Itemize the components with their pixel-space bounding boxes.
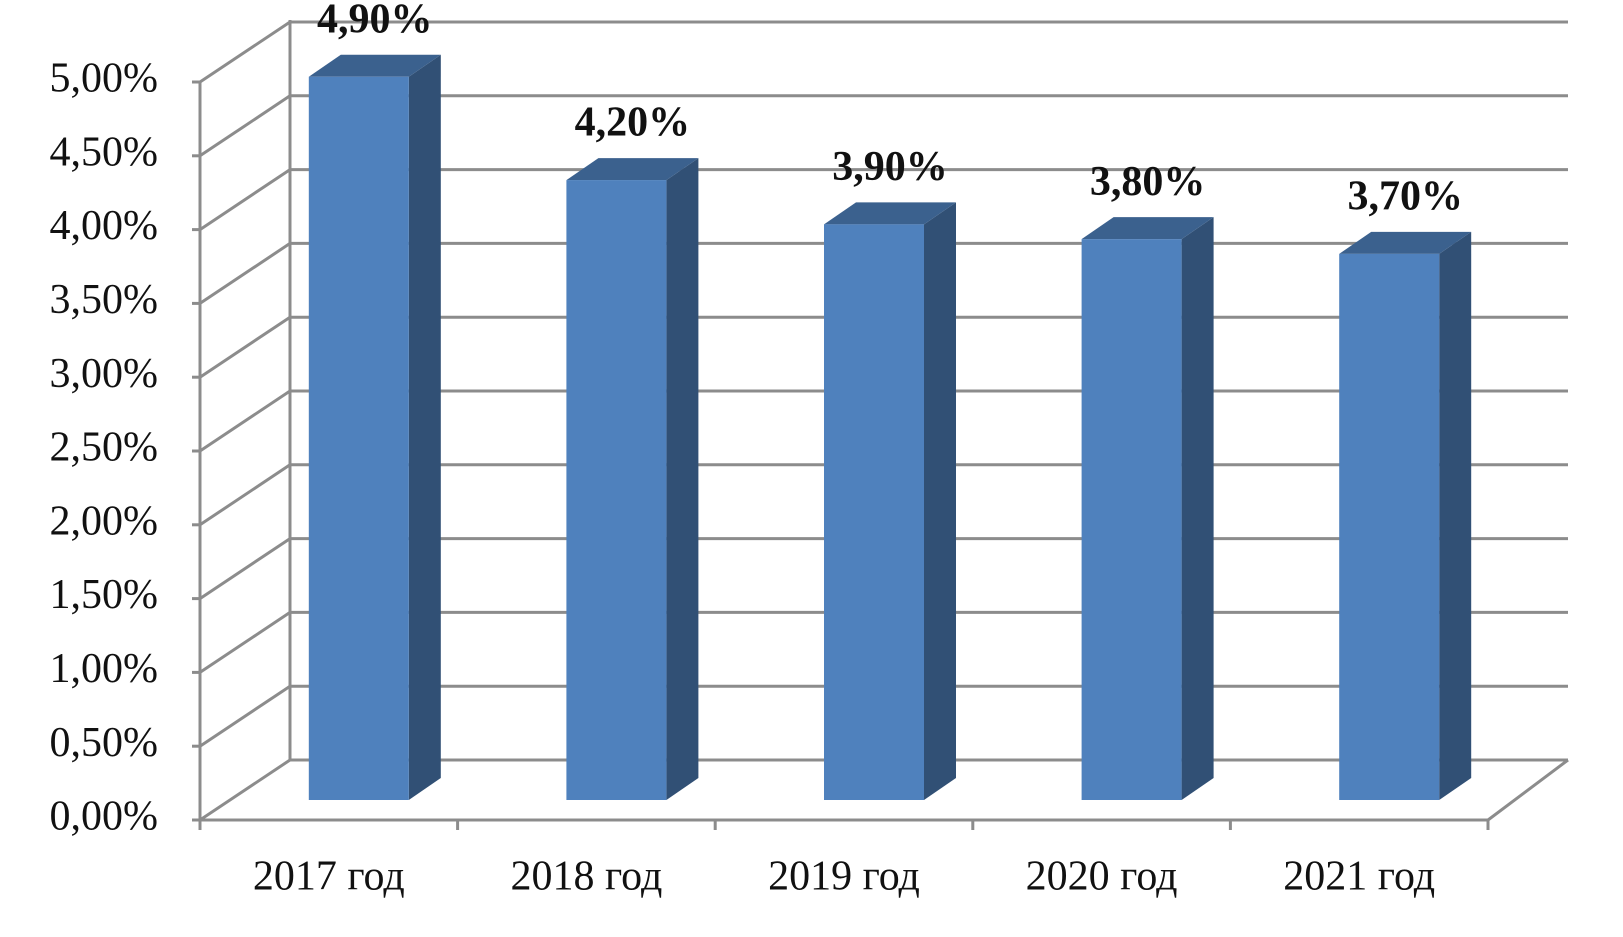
y-tick-label: 3,00% xyxy=(50,351,159,397)
y-tick-label: 1,00% xyxy=(50,646,159,692)
bar xyxy=(1081,239,1182,800)
y-tick-label: 0,00% xyxy=(50,794,159,840)
grid-line-side xyxy=(199,537,291,600)
bar-side xyxy=(408,54,441,800)
y-tick-label: 2,00% xyxy=(50,498,159,544)
grid-line-side xyxy=(199,315,291,379)
value-label: 3,90% xyxy=(832,144,948,190)
bar-top xyxy=(566,158,699,181)
y-tick-label: 4,00% xyxy=(50,203,159,249)
grid-line-side xyxy=(199,758,291,822)
floor-edge xyxy=(1487,758,1569,822)
bar-side xyxy=(924,202,956,801)
x-tick-label: 2017 год xyxy=(253,854,405,900)
grid-line-side xyxy=(199,611,291,674)
grid-line-side xyxy=(199,20,291,84)
grid-line-side xyxy=(199,168,291,231)
value-label: 3,70% xyxy=(1347,174,1463,220)
y-tick-label: 2,50% xyxy=(50,425,159,471)
x-tick-label: 2021 год xyxy=(1283,854,1435,900)
grid-line-side xyxy=(199,389,291,453)
y-tick-label: 3,50% xyxy=(50,277,159,323)
value-label: 4,20% xyxy=(575,100,691,146)
y-tick-label: 4,50% xyxy=(50,129,159,175)
bar-top xyxy=(308,54,441,77)
grid-line-side xyxy=(199,684,291,748)
y-tick-label: 5,00% xyxy=(50,56,159,102)
bar xyxy=(1339,253,1440,800)
bar xyxy=(824,224,924,801)
grid-line-side xyxy=(199,463,291,527)
bar xyxy=(566,180,667,800)
grid-line-side xyxy=(199,242,291,305)
grid-line-side xyxy=(199,94,291,158)
bar-top xyxy=(1081,217,1214,240)
bar-top xyxy=(1339,231,1472,254)
x-tick-label: 2019 год xyxy=(768,854,920,900)
bar-top xyxy=(824,202,956,225)
value-label: 4,90% xyxy=(317,0,433,42)
x-tick-label: 2018 год xyxy=(510,854,662,900)
bar-side xyxy=(666,158,699,800)
bar-side xyxy=(1439,231,1472,800)
bar-side xyxy=(1181,217,1214,800)
x-tick-label: 2020 год xyxy=(1026,854,1178,900)
value-label: 3,80% xyxy=(1090,159,1206,205)
bar xyxy=(308,76,409,800)
y-tick-label: 1,50% xyxy=(50,572,159,618)
y-tick-label: 0,50% xyxy=(50,720,159,766)
